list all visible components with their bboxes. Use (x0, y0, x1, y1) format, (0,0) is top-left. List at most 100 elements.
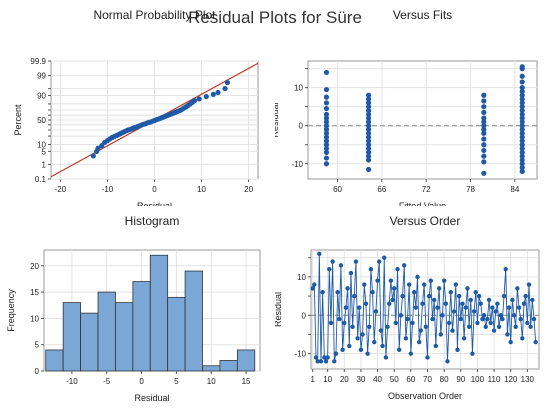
data-point (511, 313, 517, 318)
data-point (460, 301, 465, 306)
data-point (500, 316, 505, 322)
x-axis-label: Residual (134, 393, 169, 403)
data-point (312, 282, 317, 287)
histogram-bar (80, 312, 99, 372)
data-point (450, 328, 455, 333)
data-point (486, 297, 492, 303)
data-point (333, 351, 339, 356)
data-point (340, 347, 345, 353)
data-point (519, 111, 525, 117)
data-point (323, 155, 330, 161)
histogram-bar (115, 302, 134, 372)
data-point (365, 134, 372, 140)
data-point (395, 266, 400, 272)
y-tick-label: 90 (37, 92, 46, 101)
data-point (519, 130, 525, 136)
data-point (411, 290, 417, 295)
data-point (365, 153, 372, 159)
data-point (365, 100, 372, 106)
y-tick-label: 20 (30, 262, 39, 271)
data-point (495, 301, 500, 306)
data-point (337, 316, 342, 322)
x-tick-label: 60 (406, 375, 415, 384)
data-point (481, 123, 487, 129)
x-tick-label: 120 (504, 375, 518, 384)
x-tick-label: 15 (242, 377, 251, 386)
data-point (347, 343, 352, 349)
data-point (470, 351, 475, 356)
y-tick-label: 0 (299, 122, 304, 131)
data-point (491, 328, 497, 333)
y-tick-label: 10 (30, 314, 39, 323)
data-point (368, 266, 374, 272)
data-point (485, 316, 490, 322)
data-point (455, 347, 460, 353)
y-tick-label: 0 (302, 311, 307, 320)
data-point (348, 270, 354, 276)
y-tick-label: 5 (35, 341, 40, 350)
versus-fits-plot: Versus Fits 60 66 72 78 84 -10 0 10 Fitted Value R… (275, 8, 538, 206)
y-tick-label: 0.1 (35, 175, 47, 184)
x-tick-label: 60 (333, 185, 342, 194)
data-point (528, 324, 533, 329)
data-point (310, 286, 315, 291)
data-point (420, 301, 425, 306)
data-point (519, 153, 525, 159)
data-point (490, 305, 495, 310)
data-point (320, 290, 325, 295)
data-point (461, 336, 467, 341)
data-point (519, 123, 525, 129)
data-point (505, 332, 510, 337)
data-point (458, 316, 463, 322)
data-point (403, 336, 409, 341)
data-point (367, 324, 372, 329)
data-point (519, 134, 525, 140)
data-point (418, 328, 424, 333)
data-point (365, 166, 372, 173)
data-point (392, 286, 397, 291)
data-point (387, 301, 392, 306)
data-point (438, 332, 444, 337)
data-point (481, 126, 487, 133)
data-point (224, 79, 231, 86)
data-point (416, 339, 422, 345)
data-point (519, 92, 525, 98)
histogram-plot: Histogram -10 -5 0 5 10 15 0 5 10 15 20 Residual Freq… (6, 214, 261, 403)
data-point (323, 69, 330, 76)
data-point (323, 142, 330, 148)
y-axis-label: Percent (13, 104, 23, 136)
y-tick-label: 0 (35, 367, 40, 376)
data-point (343, 305, 349, 310)
data-point (222, 85, 228, 92)
data-point (393, 320, 399, 326)
data-point (322, 355, 327, 360)
data-point (397, 347, 402, 353)
data-point (463, 305, 468, 310)
data-point (519, 96, 525, 102)
data-point (332, 359, 337, 364)
y-axis-label: Frequency (6, 289, 16, 332)
data-point (518, 316, 523, 322)
data-point (365, 145, 372, 152)
data-point (481, 104, 487, 110)
chart-title: Normal Probability Plot (93, 8, 216, 22)
x-axis-label: Observation Order (388, 391, 462, 401)
data-point (468, 297, 473, 303)
x-tick-label: 130 (521, 375, 535, 384)
data-point (519, 161, 525, 167)
x-tick-label: 84 (510, 185, 519, 194)
data-point (481, 115, 487, 121)
data-point (323, 115, 330, 121)
data-point (210, 91, 216, 98)
x-tick-label: 40 (373, 375, 382, 384)
data-point (323, 94, 330, 100)
data-point (323, 161, 330, 167)
x-tick-label: 5 (174, 377, 179, 386)
x-tick-label: 1 (310, 375, 315, 384)
data-point (466, 324, 472, 329)
data-point (473, 290, 478, 295)
data-point (443, 301, 449, 306)
data-point (330, 259, 335, 264)
data-point (498, 313, 503, 318)
x-tick-label: 10 (323, 375, 332, 384)
